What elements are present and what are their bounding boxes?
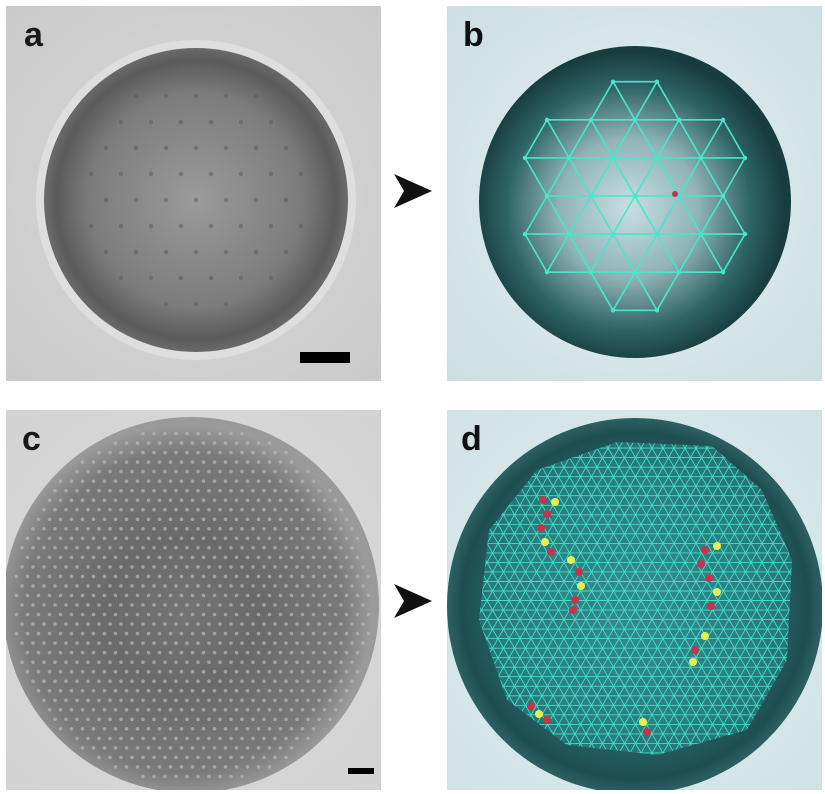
panel-c: c — [6, 410, 381, 790]
panel-c-image — [6, 410, 381, 790]
arrowhead-right-icon — [394, 174, 432, 208]
panel-b-image — [447, 6, 822, 381]
panel-d-image — [447, 410, 822, 790]
arrowhead-right-icon-2 — [394, 584, 432, 618]
panel-d: d — [447, 410, 822, 790]
scale-bar-c — [348, 768, 374, 774]
panel-a-image — [6, 6, 381, 381]
panel-b: b — [447, 6, 822, 381]
panel-label-c: c — [22, 420, 41, 458]
panel-label-a: a — [24, 16, 43, 54]
panel-label-b: b — [463, 16, 484, 54]
scale-bar-a — [300, 352, 350, 363]
panel-a: a — [6, 6, 381, 381]
panel-label-d: d — [461, 420, 482, 458]
